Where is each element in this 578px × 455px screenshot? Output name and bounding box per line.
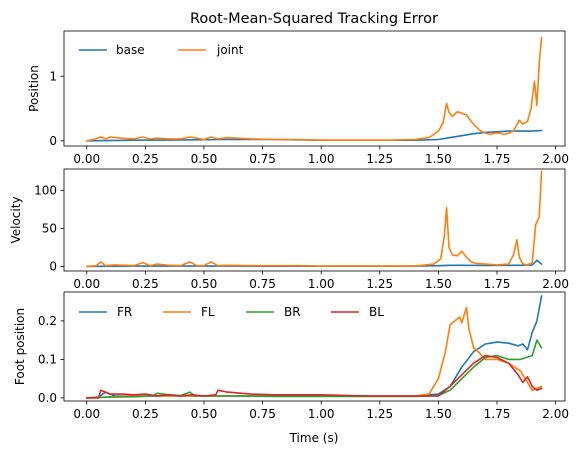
foot-position-y-axis-label: Foot position <box>13 308 27 385</box>
velocity-x-tick-label: 0.00 <box>73 277 100 291</box>
legend-label-base: base <box>116 43 145 57</box>
position-x-tick-label: 1.00 <box>308 152 335 166</box>
velocity-x-tick-label: 1.75 <box>484 277 511 291</box>
position-y-tick-label: 1 <box>49 70 57 84</box>
foot-position-x-tick-label: 2.00 <box>542 407 569 421</box>
position-line-joint <box>85 36 543 142</box>
velocity-x-tick-label: 2.00 <box>542 277 569 291</box>
position-y-axis-label: Position <box>27 65 41 112</box>
chart-title: Root-Mean-Squared Tracking Error <box>190 11 438 27</box>
foot-position-x-tick-label: 0.00 <box>73 407 100 421</box>
position-y-tick-label: 0 <box>49 134 57 148</box>
foot-position-x-tick-label: 1.75 <box>484 407 511 421</box>
velocity-y-tick-label: 50 <box>42 222 57 236</box>
foot-position-x-tick-label: 1.50 <box>425 407 452 421</box>
foot-position-y-tick-label: 0.1 <box>38 353 57 367</box>
foot-position-line-br <box>85 339 543 399</box>
velocity-x-tick-label: 0.50 <box>191 277 218 291</box>
position-axes-frame <box>63 30 566 147</box>
foot-position-series <box>85 295 543 399</box>
position-x-tick-label: 1.75 <box>484 152 511 166</box>
legend-label-fl: FL <box>201 305 215 319</box>
velocity-panel: 0.00 0.25 0.50 0.75 1.00 1.25 1.50 1.75 2.00 0 50 1… <box>9 168 569 291</box>
velocity-y-tick-label: 100 <box>34 184 57 198</box>
legend-label-br: BR <box>284 305 301 319</box>
position-x-tick-label: 0.00 <box>73 152 100 166</box>
position-axis-ticks: 0.00 0.25 0.50 0.75 1.00 1.25 1.50 1.75 2.00 0 1 <box>49 70 569 166</box>
x-axis-label: Time (s) <box>289 431 339 445</box>
foot-position-x-tick-label: 0.50 <box>191 407 218 421</box>
position-panel: 0.00 0.25 0.50 0.75 1.00 1.25 1.50 1.75 2.00 0 1 P… <box>27 30 569 166</box>
legend-label-bl: BL <box>369 305 384 319</box>
legend-label-joint: joint <box>216 43 244 57</box>
foot-position-x-tick-label: 1.25 <box>366 407 393 421</box>
velocity-line-series-2 <box>85 170 543 268</box>
foot-position-x-tick-label: 1.00 <box>308 407 335 421</box>
position-x-tick-label: 0.75 <box>249 152 276 166</box>
position-x-tick-label: 2.00 <box>542 152 569 166</box>
foot-position-y-tick-label: 0.2 <box>38 314 57 328</box>
velocity-y-axis-label: Velocity <box>9 196 23 243</box>
velocity-x-tick-label: 1.00 <box>308 277 335 291</box>
foot-position-x-tick-label: 0.75 <box>249 407 276 421</box>
foot-position-y-tick-label: 0.0 <box>38 391 57 405</box>
foot-position-x-tick-label: 0.25 <box>132 407 159 421</box>
position-x-tick-label: 0.50 <box>191 152 218 166</box>
velocity-series <box>85 170 543 268</box>
position-x-tick-label: 1.25 <box>366 152 393 166</box>
foot-position-line-bl <box>85 354 543 399</box>
legend-label-fr: FR <box>117 305 132 319</box>
position-x-tick-label: 0.25 <box>132 152 159 166</box>
foot-position-axes-frame <box>63 291 566 402</box>
foot-position-legend: FR FL BR BL <box>79 305 384 319</box>
position-series <box>85 36 543 142</box>
velocity-x-tick-label: 1.25 <box>366 277 393 291</box>
foot-position-panel: 0.00 0.25 0.50 0.75 1.00 1.25 1.50 1.75 2.00 0.0 0… <box>13 291 569 445</box>
foot-position-axis-ticks: 0.00 0.25 0.50 0.75 1.00 1.25 1.50 1.75 2.00 0.0 0… <box>38 314 569 421</box>
position-legend: base joint <box>79 43 244 57</box>
position-x-tick-label: 1.50 <box>425 152 452 166</box>
velocity-y-tick-label: 0 <box>49 260 57 274</box>
velocity-axes-frame <box>63 168 566 272</box>
velocity-x-tick-label: 0.25 <box>132 277 159 291</box>
position-line-base <box>85 129 543 142</box>
velocity-x-tick-label: 0.75 <box>249 277 276 291</box>
velocity-x-tick-label: 1.50 <box>425 277 452 291</box>
velocity-axis-ticks: 0.00 0.25 0.50 0.75 1.00 1.25 1.50 1.75 2.00 0 50 1… <box>34 184 569 291</box>
